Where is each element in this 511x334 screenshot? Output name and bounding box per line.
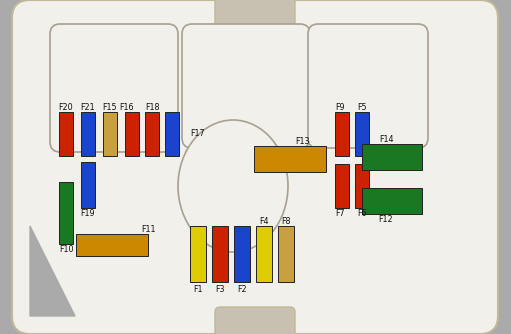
Bar [355, 112, 369, 156]
Text: F5: F5 [357, 103, 367, 112]
Bar [355, 164, 369, 208]
Bar [362, 188, 422, 214]
Bar [278, 226, 294, 282]
FancyBboxPatch shape [182, 24, 310, 148]
FancyBboxPatch shape [215, 307, 295, 334]
Text: F7: F7 [335, 209, 345, 218]
Bar [76, 234, 148, 256]
Bar [103, 112, 117, 156]
Text: F20: F20 [59, 103, 73, 112]
Bar [145, 112, 159, 156]
Bar [190, 226, 206, 282]
Polygon shape [30, 226, 75, 316]
Bar [81, 162, 95, 208]
FancyBboxPatch shape [50, 24, 178, 152]
Bar [256, 226, 272, 282]
Text: F2: F2 [237, 286, 247, 295]
Text: F17: F17 [190, 130, 204, 139]
Text: F15: F15 [103, 103, 118, 112]
Bar [165, 112, 179, 156]
FancyBboxPatch shape [215, 0, 295, 29]
Bar [59, 112, 73, 156]
Text: F10: F10 [59, 245, 73, 255]
Text: F3: F3 [215, 286, 225, 295]
Text: F4: F4 [259, 217, 269, 226]
FancyBboxPatch shape [308, 24, 428, 148]
Text: F1: F1 [193, 286, 203, 295]
Text: F13: F13 [295, 137, 309, 146]
Text: F18: F18 [145, 103, 159, 112]
Bar [212, 226, 228, 282]
Text: F6: F6 [357, 209, 367, 218]
Text: F11: F11 [141, 224, 155, 233]
Text: F9: F9 [335, 103, 345, 112]
Text: F16: F16 [119, 103, 133, 112]
FancyBboxPatch shape [12, 0, 498, 334]
Bar [362, 144, 422, 170]
Bar [335, 164, 349, 208]
Bar [59, 182, 73, 244]
Text: F21: F21 [81, 103, 96, 112]
Text: F8: F8 [281, 217, 291, 226]
Bar [335, 112, 349, 156]
Bar [125, 112, 139, 156]
Bar [81, 112, 95, 156]
Bar [254, 146, 326, 172]
Ellipse shape [178, 120, 288, 252]
Text: F12: F12 [379, 215, 393, 224]
Bar [234, 226, 250, 282]
Text: F14: F14 [379, 135, 393, 144]
Text: F19: F19 [81, 209, 96, 218]
